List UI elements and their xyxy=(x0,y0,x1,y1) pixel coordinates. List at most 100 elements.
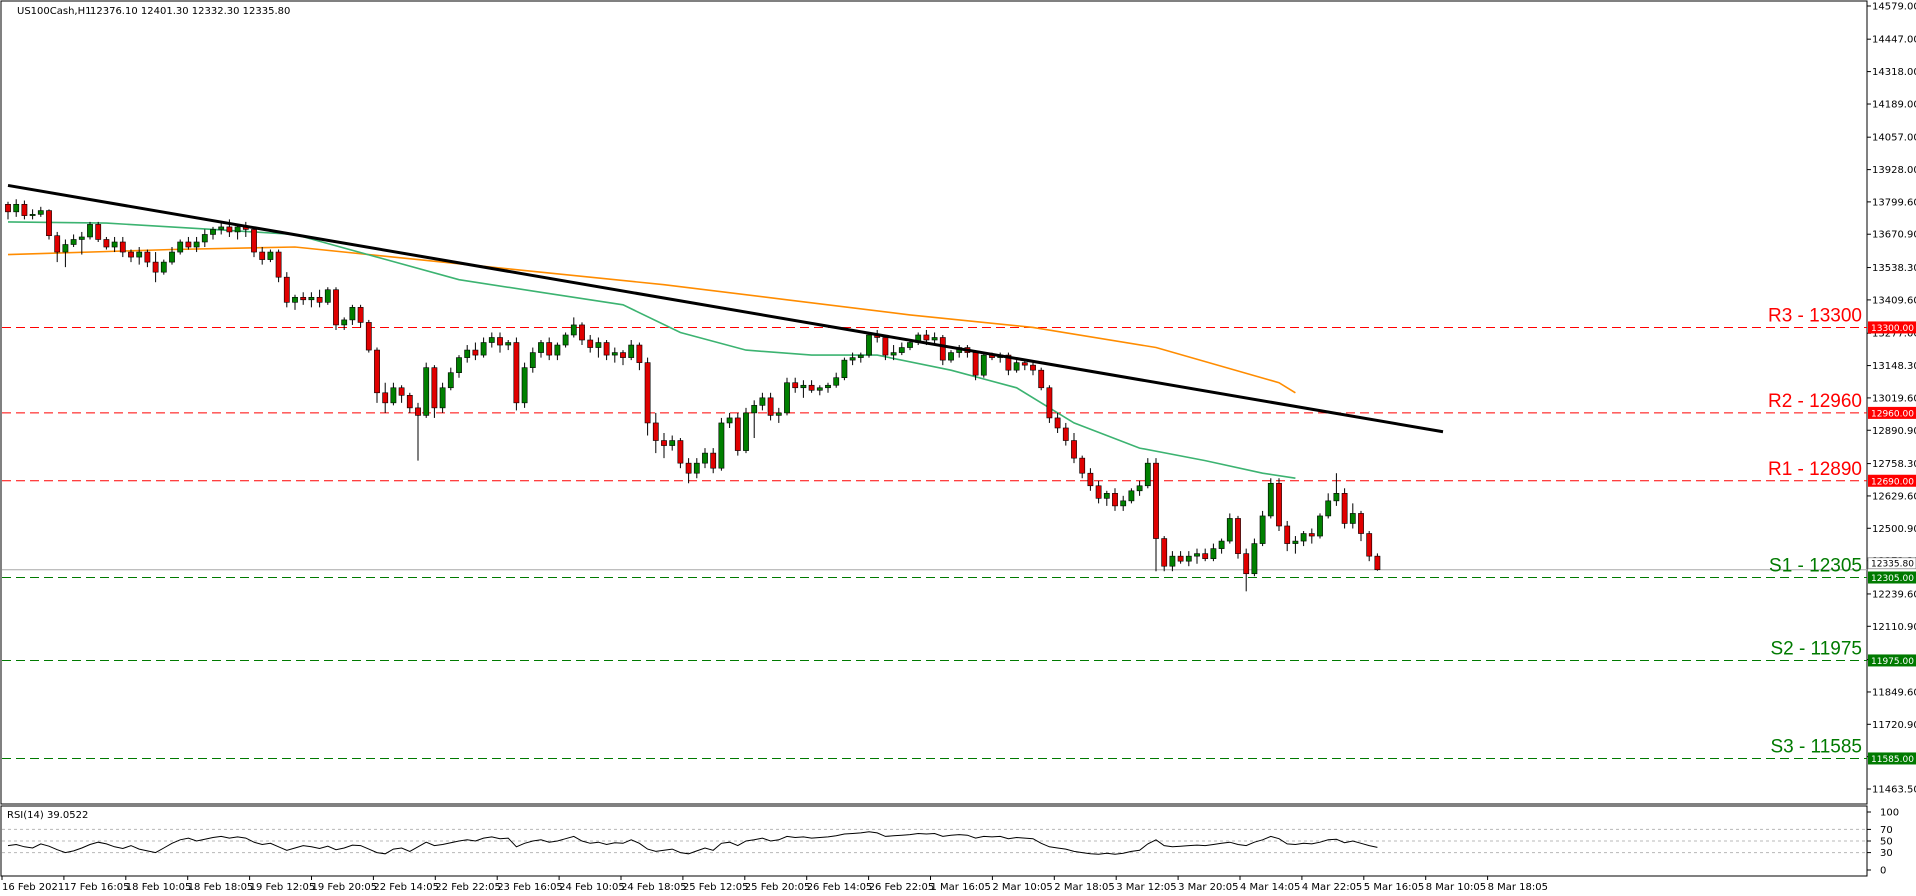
price-tick-label-4: 14057.00 xyxy=(1872,133,1916,144)
candle-119 xyxy=(980,352,987,378)
price-tick-label-6: 13799.60 xyxy=(1872,197,1916,208)
price-tick-label-8: 13538.30 xyxy=(1872,263,1916,274)
candle-body-92 xyxy=(759,397,766,406)
candle-body-48 xyxy=(398,387,405,396)
candle-70 xyxy=(579,322,585,346)
candle-body-8 xyxy=(70,239,77,245)
candle-body-159 xyxy=(1308,533,1315,537)
candle-151 xyxy=(1243,548,1250,592)
candle-8 xyxy=(70,234,77,248)
candle-body-73 xyxy=(603,342,610,356)
price-tick-label-5: 13928.00 xyxy=(1872,165,1916,176)
candle-35 xyxy=(292,294,298,310)
candle-body-102 xyxy=(841,359,848,379)
candle-body-134 xyxy=(1103,493,1110,499)
candle-body-81 xyxy=(669,440,676,446)
candle-87 xyxy=(718,417,725,471)
level-label-1: R2 - 12960 xyxy=(1768,391,1862,412)
candle-100 xyxy=(825,382,831,393)
candle-148 xyxy=(1218,538,1225,554)
candle-body-13 xyxy=(111,241,118,248)
candle-16 xyxy=(136,247,143,265)
candle-1 xyxy=(13,199,20,217)
price-tick-label-0: 14579.00 xyxy=(1872,2,1916,13)
candle-body-136 xyxy=(1120,500,1127,507)
candle-body-27 xyxy=(226,226,233,233)
candle-body-151 xyxy=(1243,553,1250,575)
time-tick-label-19: 3 Mar 20:05 xyxy=(1178,882,1238,893)
candle-body-34 xyxy=(283,276,290,303)
support-resistance-levels xyxy=(2,326,1867,759)
candle-body-5 xyxy=(46,210,52,237)
price-tick-label-14: 12758.30 xyxy=(1872,459,1916,470)
candle-41 xyxy=(341,317,348,330)
time-tick-label-11: 25 Feb 12:05 xyxy=(683,882,749,893)
candle-24 xyxy=(201,229,208,248)
candle-body-64 xyxy=(529,352,536,368)
candle-body-55 xyxy=(456,357,462,373)
candle-body-144 xyxy=(1185,555,1192,562)
candle-body-124 xyxy=(1021,362,1028,366)
candle-body-15 xyxy=(128,251,134,258)
chart-header-ohlc: 12376.10 12401.30 12332.30 12335.80 xyxy=(90,6,290,17)
candle-body-7 xyxy=(62,244,69,253)
candle-72 xyxy=(595,337,602,358)
candle-73 xyxy=(603,340,610,361)
candle-82 xyxy=(677,438,684,469)
rsi-label: RSI(14) 39.0522 xyxy=(7,810,88,821)
candle-146 xyxy=(1202,548,1209,562)
candle-body-166 xyxy=(1366,533,1373,557)
price-tags: 13300.00 12960.00 12690.00 12305.00 11975.00… xyxy=(1867,321,1916,765)
candle-body-149 xyxy=(1226,518,1233,542)
candle-74 xyxy=(611,347,618,363)
candle-105 xyxy=(866,332,872,358)
candle-76 xyxy=(628,340,635,361)
candle-body-155 xyxy=(1276,482,1282,527)
candle-48 xyxy=(398,385,405,403)
time-tick-label-20: 4 Mar 14:05 xyxy=(1240,882,1300,893)
time-tick-label-10: 24 Feb 18:05 xyxy=(621,882,687,893)
candle-160 xyxy=(1317,513,1323,539)
candle-body-42 xyxy=(349,307,356,321)
level-tag-1: 12960.00 xyxy=(1871,409,1914,419)
candle-body-32 xyxy=(267,251,274,260)
candle-body-38 xyxy=(316,296,323,303)
candle-31 xyxy=(259,247,266,265)
candle-127 xyxy=(1046,385,1053,423)
price-tick-label-18: 12239.60 xyxy=(1872,589,1916,600)
candle-body-150 xyxy=(1235,518,1241,554)
candle-body-103 xyxy=(849,357,856,361)
candle-body-22 xyxy=(185,241,192,248)
candle-body-40 xyxy=(333,289,339,326)
candle-66 xyxy=(546,337,553,361)
candle-body-154 xyxy=(1267,482,1274,517)
candle-147 xyxy=(1210,543,1217,562)
candle-body-41 xyxy=(341,319,348,326)
candle-71 xyxy=(587,334,594,353)
candle-45 xyxy=(374,347,380,403)
candle-body-141 xyxy=(1161,538,1168,567)
price-tick-label-16: 12500.90 xyxy=(1872,524,1916,535)
trendline-segment xyxy=(7,183,1444,434)
rsi-tick-label-0: 100 xyxy=(1880,808,1899,819)
time-tick-label-23: 8 Mar 10:05 xyxy=(1426,882,1486,893)
candle-body-127 xyxy=(1046,387,1053,419)
candle-body-95 xyxy=(784,382,790,414)
candle-40 xyxy=(333,287,339,330)
level-tag-3: 12305.00 xyxy=(1871,574,1914,584)
candle-body-71 xyxy=(587,339,594,348)
candle-body-44 xyxy=(365,322,372,351)
price-tick-label-7: 13670.90 xyxy=(1872,230,1916,241)
rsi-tick-label-2: 50 xyxy=(1880,837,1893,848)
candle-body-70 xyxy=(579,324,585,341)
time-tick-label-18: 3 Mar 12:05 xyxy=(1116,882,1176,893)
level-tag-4: 11975.00 xyxy=(1871,657,1914,667)
candle-body-142 xyxy=(1169,555,1176,567)
candle-21 xyxy=(177,239,184,255)
candle-body-57 xyxy=(472,349,479,356)
candle-26 xyxy=(218,221,225,235)
candle-body-54 xyxy=(447,372,454,389)
candle-91 xyxy=(751,400,758,439)
